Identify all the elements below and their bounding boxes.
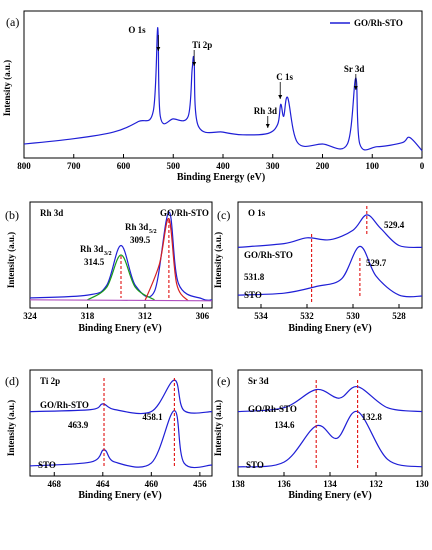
x-tick-label: 600 xyxy=(117,161,131,171)
x-tick-label: 460 xyxy=(145,479,159,489)
peak-label: Ti 2p xyxy=(192,40,212,50)
x-tick-label: 100 xyxy=(366,161,380,171)
series-label: STO xyxy=(38,460,56,470)
series-line xyxy=(237,245,423,298)
x-axis-label: Binding Enery (eV) xyxy=(288,490,371,501)
panel-letter: (b) xyxy=(5,208,19,222)
x-tick-label: 324 xyxy=(23,311,37,321)
plot-frame xyxy=(23,10,423,159)
arrow-head xyxy=(265,124,270,128)
panel-letter: (d) xyxy=(5,374,19,388)
series-line xyxy=(29,409,213,469)
x-tick-label: 700 xyxy=(67,161,81,171)
peak-value: 531.8 xyxy=(244,272,265,282)
arrow-head xyxy=(156,47,161,51)
x-tick-label: 800 xyxy=(17,161,31,171)
series-line xyxy=(237,410,423,468)
x-axis-label: Binding Energy (eV) xyxy=(177,172,265,183)
x-axis-label: Binding Enery (eV) xyxy=(78,323,161,334)
plot-frame xyxy=(29,201,213,309)
panel-title: O 1s xyxy=(248,208,266,218)
peak-value: 314.5 xyxy=(84,257,105,267)
legend-label: GO/Rh-STO xyxy=(354,18,403,28)
series-label: GO/Rh-STO xyxy=(248,404,297,414)
series-line xyxy=(237,214,423,249)
y-axis-label: Intensity (a.u.) xyxy=(6,232,16,288)
peak-value: 458.1 xyxy=(142,412,163,422)
plot-frame xyxy=(237,201,423,309)
x-tick-label: 138 xyxy=(231,479,245,489)
peak-label-sub: 5/2 xyxy=(149,229,157,235)
x-tick-label: 132 xyxy=(369,479,383,489)
series-line xyxy=(237,386,423,413)
panel-c: (c) 534 532 530 528 Binding Enery (eV) Intensi… xyxy=(213,201,423,334)
series-label: GO/Rh-STO xyxy=(160,208,209,218)
panel-title: Ti 2p xyxy=(40,376,60,386)
peak-label: Sr 3d xyxy=(344,64,365,74)
x-tick-label: 532 xyxy=(300,311,314,321)
peak-value: 132.8 xyxy=(362,412,383,422)
peak-label: Rh 3d xyxy=(254,106,277,116)
x-tick-label: 200 xyxy=(316,161,330,171)
x-tick-label: 318 xyxy=(81,311,95,321)
peak-value: 529.4 xyxy=(384,220,405,230)
panel-e: (e) 138 136 134 132 130 Binding Enery (eV) Inte… xyxy=(213,369,429,501)
y-axis-label: Intensity (a.u.) xyxy=(213,232,223,288)
panel-letter: (a) xyxy=(6,15,19,29)
plot-frame xyxy=(29,369,213,477)
y-axis-label: Intensity (a.u.) xyxy=(2,60,12,116)
x-tick-label: 0 xyxy=(420,161,425,171)
x-tick-label: 534 xyxy=(254,311,268,321)
series-line xyxy=(23,26,423,152)
panel-d: (d) 468 464 460 456 Binding Enery (eV) Intensi… xyxy=(5,369,213,501)
x-tick-label: 312 xyxy=(138,311,152,321)
panel-b: (b) 324 318 312 306 Binding Enery (eV) Intensi… xyxy=(5,201,213,334)
x-tick-label: 134 xyxy=(323,479,337,489)
peak-label: O 1s xyxy=(128,25,146,35)
x-tick-label: 528 xyxy=(392,311,406,321)
peak-label: Rh 3d xyxy=(125,222,148,232)
y-axis-label: Intensity (a.u.) xyxy=(6,400,16,456)
x-tick-label: 456 xyxy=(193,479,207,489)
series-label: STO xyxy=(244,290,262,300)
x-tick-label: 130 xyxy=(415,479,429,489)
panel-title: Sr 3d xyxy=(248,376,269,386)
panel-title: Rh 3d xyxy=(40,208,63,218)
x-tick-label: 400 xyxy=(216,161,230,171)
peak-value: 529.7 xyxy=(366,258,387,268)
series-line xyxy=(29,379,213,415)
panel-a: (a) 800 700 600 500 400 300 200 100 0 Binding Ener… xyxy=(2,10,425,183)
peak-value: 309.5 xyxy=(130,235,151,245)
series-line xyxy=(87,254,155,301)
x-tick-label: 500 xyxy=(167,161,181,171)
series-label: GO/Rh-STO xyxy=(40,400,89,410)
x-tick-label: 464 xyxy=(96,479,110,489)
x-tick-label: 530 xyxy=(346,311,360,321)
x-tick-label: 306 xyxy=(196,311,210,321)
peak-value: 134.6 xyxy=(274,420,295,430)
arrow-head xyxy=(353,86,358,90)
series-label: GO/Rh-STO xyxy=(244,250,293,260)
arrow-head xyxy=(278,95,283,99)
arrow-head xyxy=(192,62,197,66)
panel-letter: (e) xyxy=(217,374,230,388)
y-axis-label: Intensity (a.u.) xyxy=(213,400,223,456)
peak-label-sub: 3/2 xyxy=(104,251,112,257)
panel-letter: (c) xyxy=(217,208,230,222)
x-axis-label: Binding Enery (eV) xyxy=(78,490,161,501)
x-tick-label: 136 xyxy=(277,479,291,489)
x-tick-label: 468 xyxy=(48,479,62,489)
peak-label: Rh 3d xyxy=(80,244,103,254)
peak-value: 463.9 xyxy=(68,420,89,430)
series-label: STO xyxy=(246,460,264,470)
peak-label: C 1s xyxy=(276,72,293,82)
series-line xyxy=(144,218,189,302)
series-line xyxy=(29,299,213,302)
x-tick-label: 300 xyxy=(266,161,280,171)
x-axis-label: Binding Enery (eV) xyxy=(288,323,371,334)
